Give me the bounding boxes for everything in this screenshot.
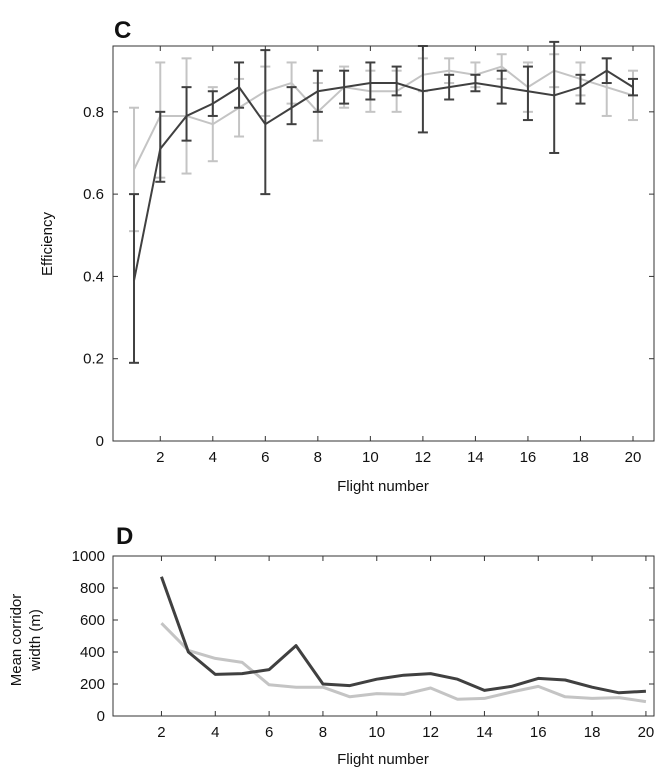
y-axis-label-d-line1: Mean corridor [8,594,25,687]
x-tick-label-c: 14 [467,449,484,466]
y-tick-label-c: 0.6 [83,186,104,203]
x-axis-label-d: Flight number [337,751,429,768]
x-tick-label-c: 16 [520,449,537,466]
x-tick-label-d: 14 [476,724,493,741]
y-axis-label-c: Efficiency [39,212,56,276]
x-tick-label-d: 10 [368,724,385,741]
x-tick-label-d: 20 [638,724,655,741]
plot-frame-c [112,45,655,442]
x-tick-label-d: 2 [157,724,165,741]
x-tick-label-c: 2 [156,449,164,466]
x-tick-label-d: 6 [265,724,273,741]
x-tick-label-c: 10 [362,449,379,466]
x-tick-label-d: 8 [319,724,327,741]
series-line [133,65,634,170]
x-tick-label-c: 20 [625,449,642,466]
y-tick-label-c: 0.2 [83,351,104,368]
x-tick-label-c: 8 [314,449,322,466]
x-tick-label-c: 4 [209,449,217,466]
x-tick-label-d: 12 [422,724,439,741]
x-tick-label-d: 4 [211,724,219,741]
efficiency-chart: C 2 4 6 8 10 12 14 16 18 20 0 0.2 0.4 0.6 0.8 Flight n… [39,17,655,495]
y-axis-label-d-line2: width (m) [27,609,44,672]
y-tick-label-d: 200 [80,676,105,693]
series-c-0 [129,53,638,233]
y-tick-label-c: 0.4 [83,268,104,285]
series-line [133,69,634,281]
x-tick-label-c: 12 [415,449,432,466]
panel-letter-d: D [116,523,133,550]
series-line-d-1 [160,576,647,695]
x-tick-label-c: 6 [261,449,269,466]
y-tick-label-d: 0 [97,708,105,725]
x-tick-label-d: 18 [584,724,601,741]
y-tick-label-d: 1000 [72,548,105,565]
panel-letter-c: C [114,17,131,44]
y-tick-label-d: 800 [80,580,105,597]
x-tick-label-d: 16 [530,724,547,741]
series-c-1 [129,40,638,364]
plot-frame-d [112,555,655,717]
x-tick-label-c: 18 [572,449,589,466]
y-tick-label-c: 0 [96,433,104,450]
series-line-d-0 [160,622,647,704]
y-tick-label-c: 0.8 [83,104,104,121]
x-axis-label-c: Flight number [337,478,429,495]
y-tick-label-d: 400 [80,644,105,661]
y-tick-label-d: 600 [80,612,105,629]
